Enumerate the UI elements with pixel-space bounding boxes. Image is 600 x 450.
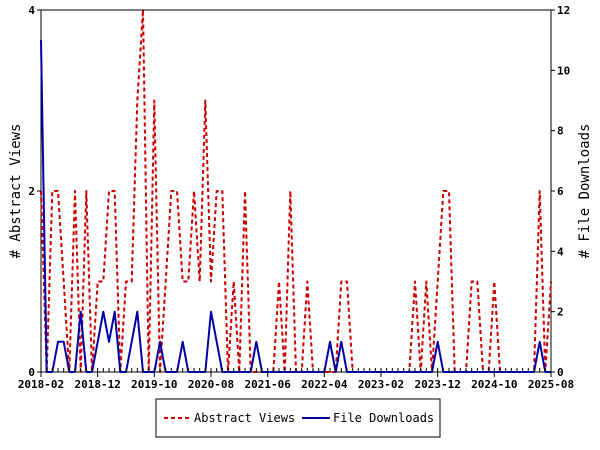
x-tick-label: 2025-08 — [528, 378, 574, 391]
x-tick-label: 2019-10 — [131, 378, 177, 391]
y-right-tick-label: 10 — [557, 64, 570, 77]
x-tick-label: 2018-12 — [74, 378, 120, 391]
x-tick-label: 2023-02 — [358, 378, 404, 391]
legend-label-file-downloads: File Downloads — [333, 411, 434, 425]
x-tick-label: 2021-06 — [244, 378, 291, 391]
y-right-tick-label: 2 — [557, 306, 564, 319]
legend-box — [155, 398, 441, 438]
x-tick-label: 2024-10 — [471, 378, 517, 391]
y-left-tick-label: 4 — [28, 4, 35, 17]
y-right-tick-label: 0 — [557, 366, 564, 379]
x-tick-label: 2020-08 — [188, 378, 234, 391]
y-right-tick-label: 6 — [557, 185, 564, 198]
y-right-tick-label: 8 — [557, 125, 564, 138]
plot-area — [40, 9, 552, 373]
x-tick-label: 2018-02 — [18, 378, 64, 391]
y-left-tick-label: 2 — [28, 185, 35, 198]
y-right-tick-label: 12 — [557, 4, 570, 17]
axes-layer: 2018-02 2018-12 2019-10 2020-08 2021-06 2022-… — [18, 4, 574, 391]
legend-label-abstract-views: Abstract Views — [194, 411, 295, 425]
y-right-tick-label: 4 — [557, 245, 564, 258]
x-tick-label: 2023-12 — [414, 378, 460, 391]
legend: Abstract Views File Downloads — [155, 398, 441, 438]
x-tick-label: 2022-04 — [301, 378, 348, 391]
left-axis-title: # Abstract Views — [8, 124, 24, 259]
y-left-tick-label: 0 — [28, 366, 35, 379]
right-axis-title: # File Downloads — [577, 124, 593, 259]
